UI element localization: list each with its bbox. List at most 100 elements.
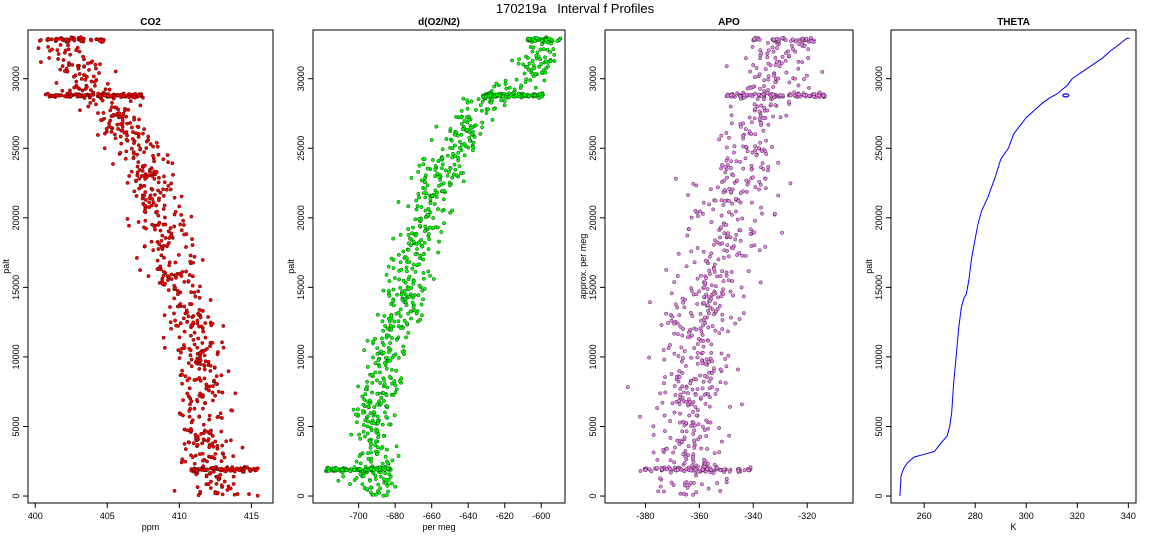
- data-point: [386, 478, 391, 482]
- series-line: [899, 37, 1130, 497]
- data-point: [712, 262, 717, 267]
- data-point: [165, 243, 170, 248]
- data-point: [398, 326, 403, 330]
- data-point: [191, 320, 196, 325]
- data-point: [138, 146, 143, 151]
- data-point: [357, 454, 362, 458]
- x-tick-label: 260: [917, 511, 932, 521]
- data-point: [681, 300, 685, 305]
- data-point: [678, 420, 682, 425]
- data-point: [726, 254, 731, 259]
- data-point: [132, 189, 137, 194]
- data-point: [143, 244, 147, 248]
- data-point: [407, 274, 412, 279]
- y-axis-label: palt: [286, 259, 296, 274]
- data-point: [160, 233, 165, 238]
- data-point: [419, 302, 424, 307]
- data-point: [710, 324, 715, 328]
- data-point: [538, 57, 543, 62]
- data-point: [769, 102, 773, 107]
- data-point: [757, 116, 762, 121]
- data-point: [449, 138, 454, 143]
- data-point: [672, 384, 677, 388]
- data-point: [365, 365, 370, 369]
- data-point: [370, 390, 374, 395]
- data-point: [686, 391, 690, 395]
- data-point: [159, 253, 164, 258]
- data-point: [684, 264, 689, 269]
- data-point: [690, 387, 695, 392]
- data-point: [386, 489, 390, 494]
- data-point: [524, 77, 529, 82]
- data-point: [398, 285, 403, 290]
- data-point: [354, 412, 358, 417]
- data-point: [719, 133, 724, 138]
- data-point: [169, 277, 174, 281]
- data-point: [762, 89, 766, 93]
- data-point: [751, 63, 756, 67]
- data-point: [669, 318, 674, 323]
- data-point: [796, 66, 801, 71]
- data-point: [360, 394, 365, 399]
- data-point: [209, 479, 213, 484]
- data-point: [736, 198, 741, 203]
- data-point: [729, 189, 733, 194]
- data-point: [752, 102, 757, 107]
- data-point: [193, 294, 198, 299]
- data-point: [424, 173, 428, 178]
- data-point: [750, 94, 755, 99]
- data-point: [722, 188, 727, 192]
- data-point: [727, 135, 731, 140]
- data-point: [169, 272, 174, 277]
- data-point: [719, 225, 723, 230]
- data-point: [738, 94, 743, 99]
- x-tick-label: 320: [1070, 511, 1085, 521]
- data-point: [696, 422, 701, 427]
- data-point: [720, 327, 725, 331]
- data-point: [154, 203, 158, 208]
- data-point: [371, 339, 375, 344]
- data-point: [188, 259, 193, 264]
- data-point: [436, 207, 440, 211]
- data-point: [805, 73, 809, 78]
- data-point: [792, 90, 796, 95]
- data-point: [376, 421, 380, 426]
- data-point: [98, 39, 102, 43]
- data-point: [663, 390, 668, 395]
- data-point: [700, 386, 705, 391]
- y-tick-label: 15000: [874, 275, 884, 300]
- data-point: [757, 187, 761, 192]
- data-point: [406, 227, 410, 231]
- data-point: [203, 359, 208, 364]
- data-point: [79, 77, 84, 81]
- data-point: [729, 159, 734, 164]
- data-point: [374, 439, 378, 444]
- data-point: [722, 178, 727, 183]
- data-point: [763, 176, 768, 181]
- data-point: [537, 64, 541, 69]
- data-point: [183, 459, 188, 464]
- data-point: [530, 72, 535, 76]
- data-point: [793, 49, 798, 54]
- data-point: [752, 243, 757, 248]
- data-point: [375, 402, 380, 407]
- data-point: [375, 351, 380, 356]
- data-point: [492, 84, 497, 89]
- data-point: [85, 74, 89, 79]
- data-point: [747, 115, 752, 120]
- data-point: [419, 178, 424, 183]
- data-point: [230, 408, 235, 413]
- data-point: [771, 92, 775, 97]
- data-point: [178, 321, 183, 326]
- data-point: [496, 83, 501, 88]
- data-point: [204, 473, 209, 478]
- data-point: [724, 273, 729, 278]
- data-point: [771, 49, 776, 54]
- data-point: [383, 480, 388, 485]
- data-point: [731, 246, 735, 251]
- data-point: [745, 182, 750, 187]
- data-point: [208, 369, 213, 373]
- data-point: [410, 231, 414, 236]
- data-point: [764, 152, 769, 156]
- data-point: [396, 454, 401, 458]
